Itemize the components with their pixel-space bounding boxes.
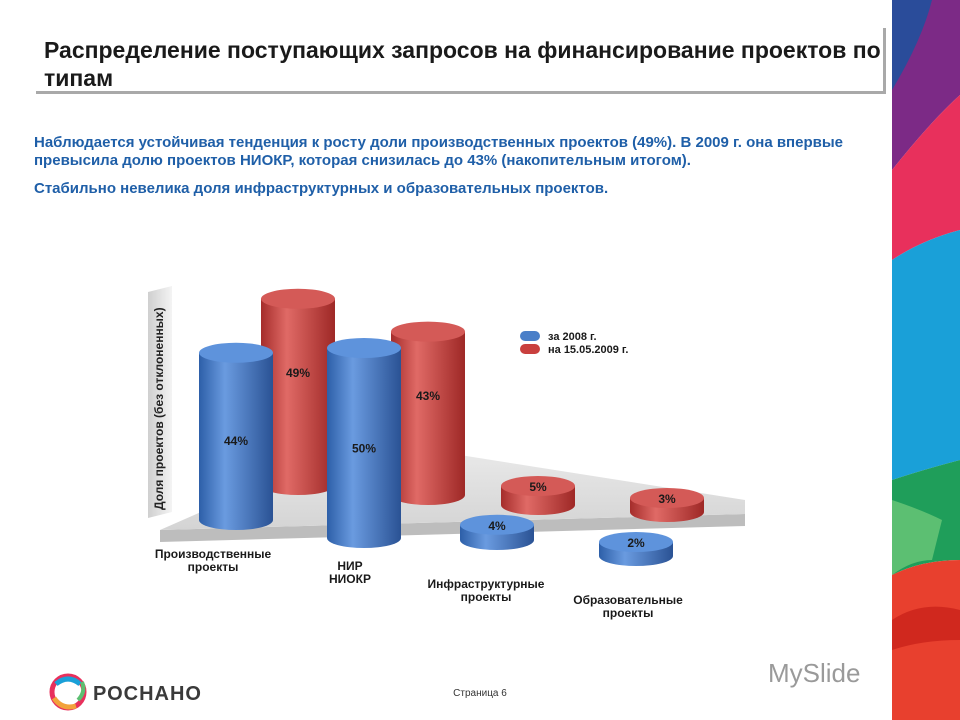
bar-2009-1: 43% bbox=[391, 321, 465, 505]
bar-top bbox=[460, 514, 534, 535]
bar-body bbox=[391, 331, 465, 505]
category-label: Образовательные проекты bbox=[573, 593, 683, 620]
bar-value-label: 50% bbox=[352, 442, 376, 456]
bar-2008-2: 4% bbox=[460, 514, 534, 550]
chart-floor bbox=[160, 514, 745, 542]
bar-top bbox=[501, 476, 575, 496]
bar-body bbox=[261, 298, 335, 495]
bar-value-label: 43% bbox=[416, 389, 440, 403]
bar-top bbox=[391, 321, 465, 342]
bar-body bbox=[327, 348, 401, 548]
bar-2009-3: 3% bbox=[630, 488, 704, 522]
legend-label: на 15.05.2009 г. bbox=[548, 344, 628, 356]
bar-value-label: 2% bbox=[627, 536, 645, 550]
bar-value-label: 49% bbox=[286, 366, 310, 380]
bar-2008-1: 50% bbox=[327, 338, 401, 548]
legend-swatch bbox=[520, 331, 540, 341]
brand-name: РОСНАНО bbox=[93, 683, 202, 705]
bar-value-label: 44% bbox=[224, 434, 248, 448]
bar-value-label: 3% bbox=[658, 492, 676, 506]
page-number: Страница 6 bbox=[453, 688, 507, 699]
decorative-stripe bbox=[892, 0, 960, 720]
bar-value-label: 4% bbox=[488, 519, 506, 533]
page-title: Распределение поступающих запросов на фи… bbox=[44, 37, 881, 91]
category-label: Производственные проекты bbox=[155, 547, 272, 574]
bar-top bbox=[199, 342, 273, 363]
bar-top bbox=[261, 288, 335, 309]
category-label: НИР НИОКР bbox=[329, 559, 371, 586]
bar-2009-2: 5% bbox=[501, 476, 575, 515]
body-paragraph-2: Стабильно невелика доля инфраструктурных… bbox=[34, 180, 609, 197]
legend-label: за 2008 г. bbox=[548, 331, 597, 343]
bar-body bbox=[199, 352, 273, 530]
y-axis-label: Доля проектов (без отклоненных) bbox=[152, 307, 166, 510]
watermark: MySlide bbox=[768, 658, 861, 688]
legend-swatch bbox=[520, 344, 540, 354]
bar-top bbox=[599, 532, 673, 552]
body-paragraph-1: Наблюдается устойчивая тенденция к росту… bbox=[34, 134, 843, 169]
title-box: Распределение поступающих запросов на фи… bbox=[36, 28, 886, 94]
rosnano-logo-icon bbox=[49, 673, 87, 711]
body-text: Наблюдается устойчивая тенденция к росту… bbox=[34, 134, 874, 208]
category-label: Инфраструктурные проекты bbox=[428, 577, 545, 604]
bar-top bbox=[630, 488, 704, 508]
bar-2008-0: 44% bbox=[199, 342, 273, 530]
bar-top bbox=[327, 338, 401, 358]
bar-2008-3: 2% bbox=[599, 532, 673, 566]
bar-2009-0: 49% bbox=[261, 288, 335, 495]
y-axis-panel bbox=[148, 286, 172, 518]
bar-value-label: 5% bbox=[529, 480, 547, 494]
